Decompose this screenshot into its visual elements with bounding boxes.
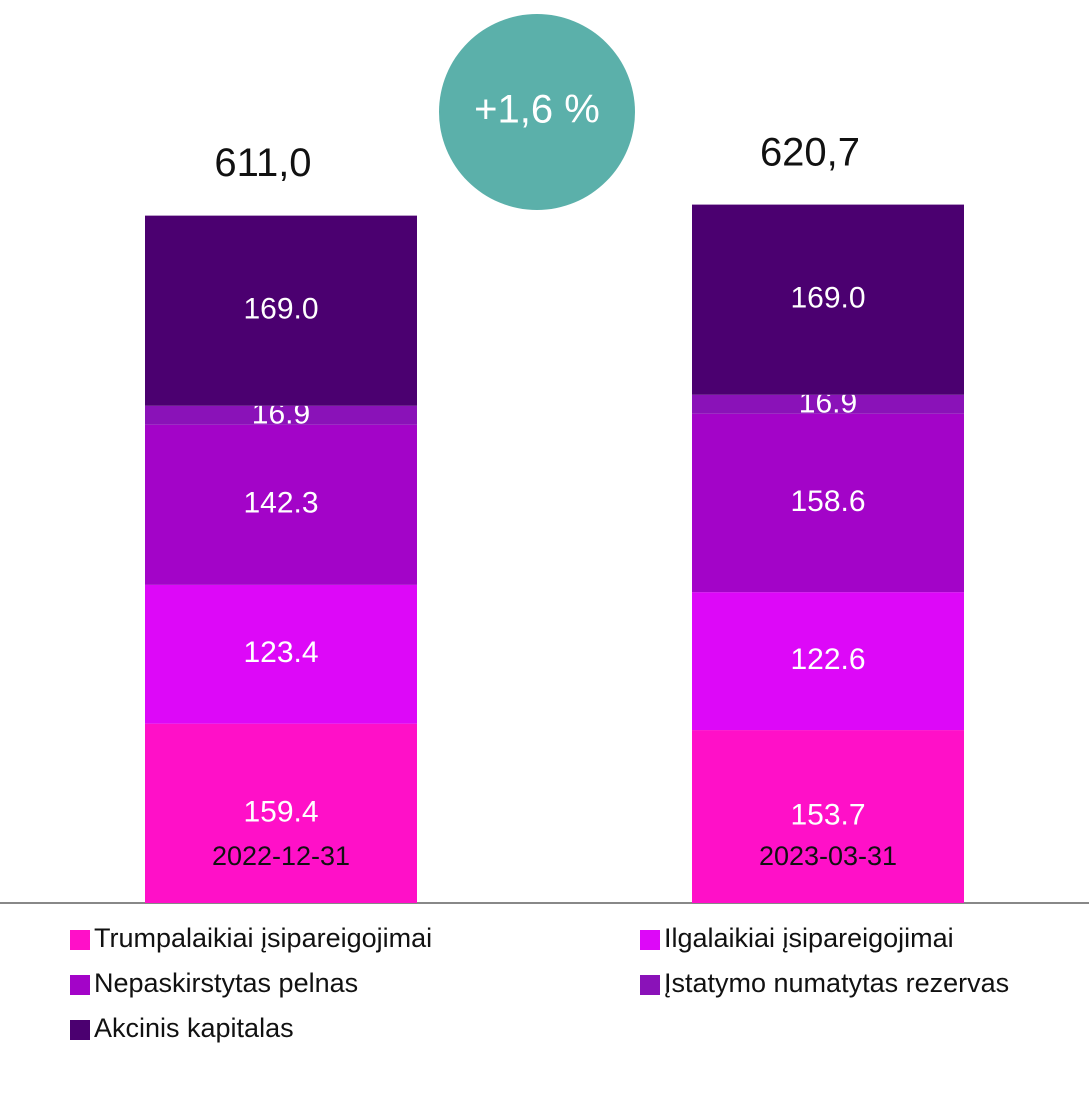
data-label: 169.0	[790, 282, 865, 315]
legend-swatch	[70, 975, 90, 995]
bar-segment	[145, 424, 417, 585]
total-label: 620,7	[760, 130, 860, 174]
data-label: 153.7	[790, 798, 865, 831]
bar-segment	[692, 413, 964, 593]
bar-segment	[145, 405, 417, 425]
data-label: 169.0	[243, 293, 318, 326]
bar-segment	[692, 204, 964, 395]
legend-swatch	[70, 1020, 90, 1040]
annotation: +1,6 %	[474, 88, 600, 132]
total-label: 611,0	[214, 141, 311, 185]
bar-segment	[692, 730, 964, 903]
bar-segment	[145, 584, 417, 724]
legend-label: Trumpalaikiai įsipareigojimai	[94, 923, 432, 953]
x-tick-label: 2023-03-31	[759, 841, 897, 871]
legend-label: Akcinis kapitalas	[94, 1013, 294, 1043]
legend-swatch	[640, 975, 660, 995]
annotation-badge	[439, 14, 635, 210]
legend-label: Nepaskirstytas pelnas	[94, 968, 358, 998]
data-label: 123.4	[243, 636, 318, 669]
data-label: 158.6	[790, 485, 865, 518]
data-label: 159.4	[243, 795, 318, 828]
x-tick-label: 2022-12-31	[212, 841, 350, 871]
data-label: 122.6	[790, 643, 865, 676]
bar-segment	[145, 215, 417, 406]
legend-swatch	[640, 930, 660, 950]
legend-label: Įstatymo numatytas rezervas	[664, 968, 1009, 998]
legend-label: Ilgalaikiai įsipareigojimai	[664, 923, 954, 953]
data-label: 142.3	[243, 487, 318, 520]
bar-segment	[692, 592, 964, 731]
bar-segment	[692, 394, 964, 414]
bar-segment	[145, 723, 417, 903]
legend-swatch	[70, 930, 90, 950]
